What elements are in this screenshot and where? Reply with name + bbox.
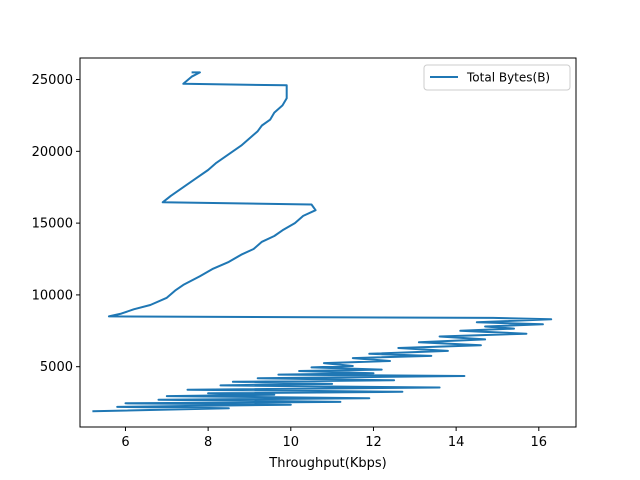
x-tick-label: 10 — [283, 435, 300, 450]
x-tick-label: 16 — [531, 435, 548, 450]
y-axis-ticks: 5000 10000 15000 20000 25000 — [32, 73, 80, 375]
y-tick-label: 15000 — [32, 217, 73, 232]
legend: Total Bytes(B) — [423, 64, 571, 91]
x-tick-label: 8 — [204, 435, 212, 450]
x-tick-label: 14 — [448, 435, 465, 450]
x-axis-ticks: 6 8 10 12 14 16 — [121, 427, 547, 450]
plot-frame — [79, 57, 577, 428]
x-tick-label: 12 — [365, 435, 382, 450]
plot-area — [80, 58, 576, 427]
legend-box — [423, 64, 571, 91]
y-tick-label: 10000 — [32, 288, 73, 303]
y-tick-label: 20000 — [32, 145, 73, 160]
x-axis-label: Throughput(Kbps) — [268, 456, 386, 471]
legend-label: Total Bytes(B) — [466, 71, 550, 85]
y-tick-label: 25000 — [32, 73, 73, 88]
series-line-0 — [92, 71, 553, 413]
plot-lines — [92, 71, 553, 413]
y-tick-label: 5000 — [40, 360, 73, 375]
x-tick-label: 6 — [121, 435, 129, 450]
